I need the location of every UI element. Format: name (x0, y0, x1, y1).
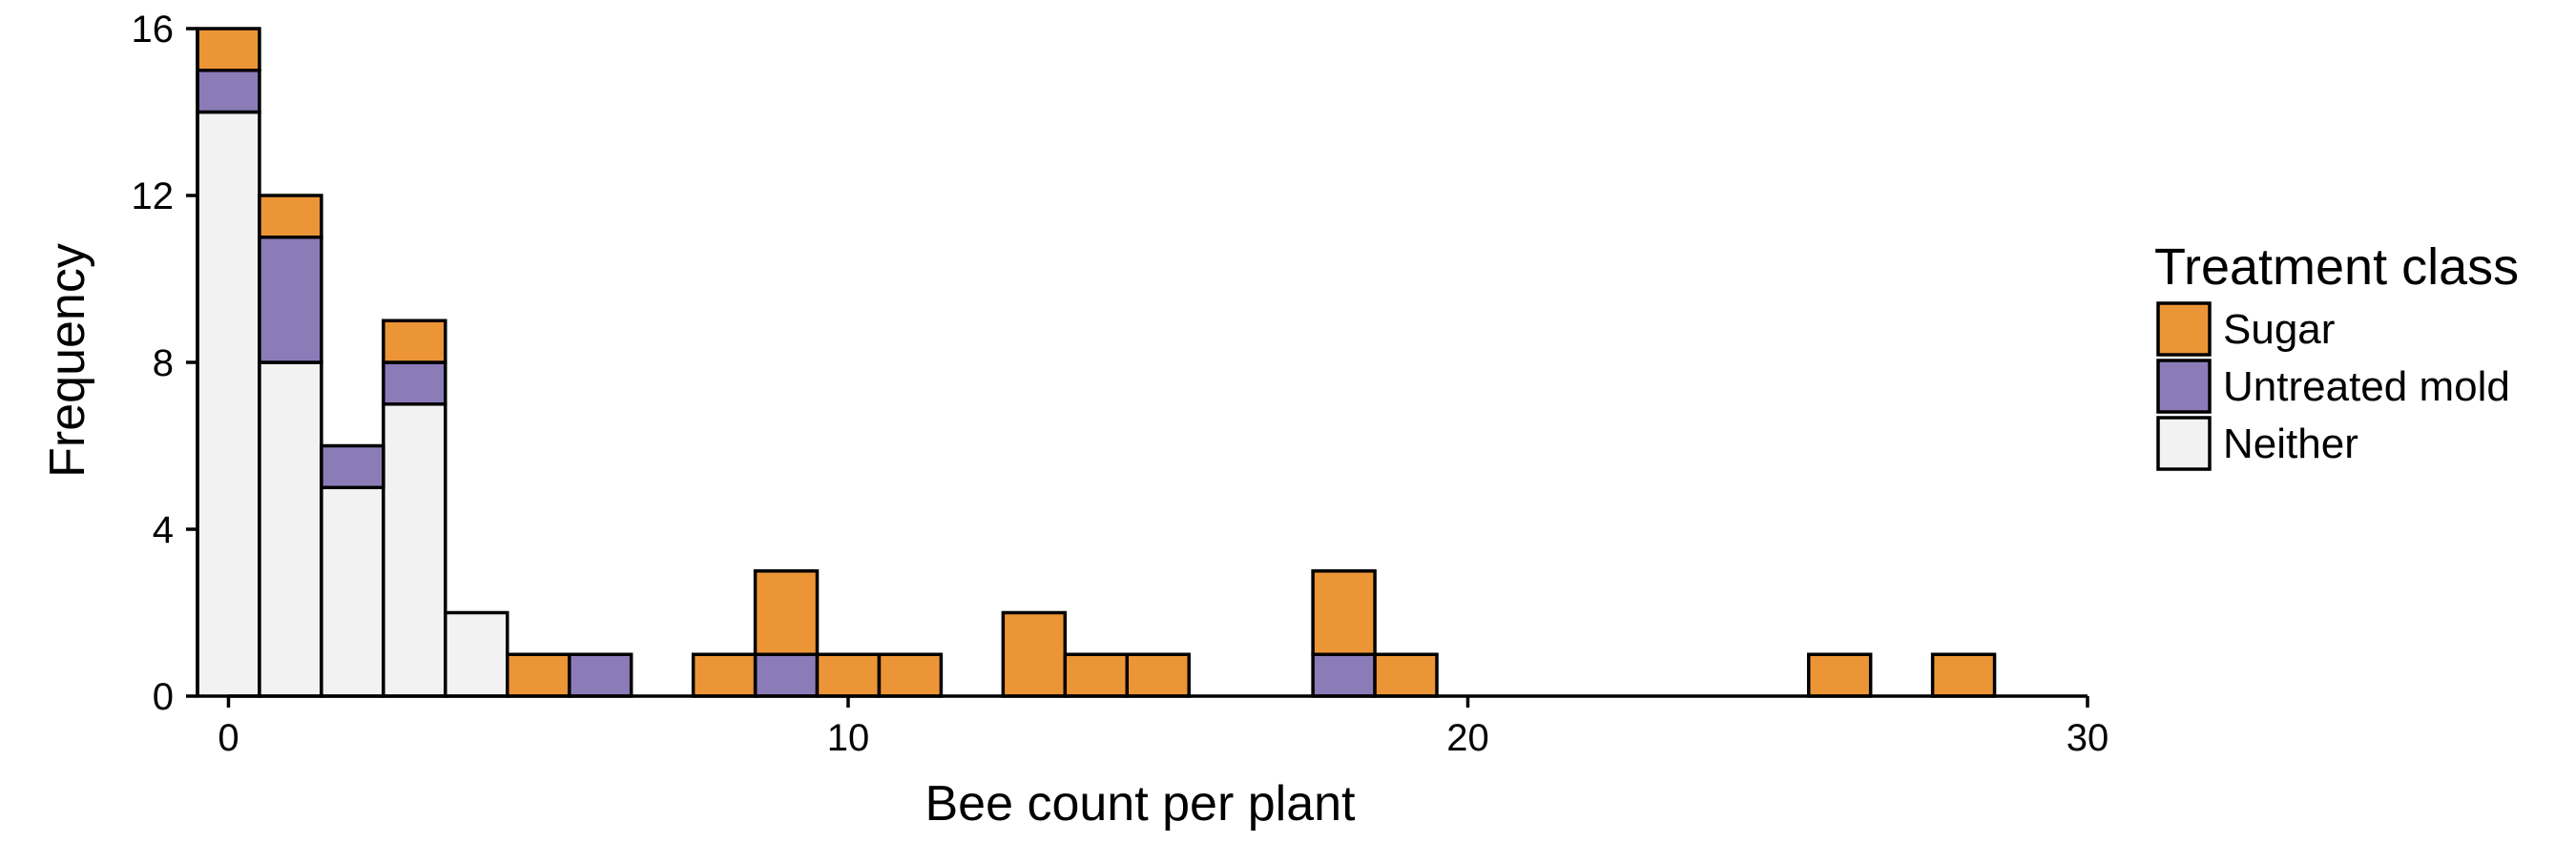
legend-label-neither: Neither (2223, 421, 2358, 467)
bar-untreated-mold-bin-6 (567, 652, 634, 698)
x-tick-label: 0 (218, 717, 239, 759)
bar-sugar-bin-0 (196, 27, 261, 72)
legend-title: Treatment class (2154, 238, 2519, 296)
y-tick-label: 8 (153, 342, 174, 384)
bar-untreated-mold-bin-3 (382, 360, 447, 406)
y-tick-label: 4 (153, 509, 174, 551)
bar-neither-bin-2 (320, 485, 385, 698)
bar-neither-bin-1 (258, 360, 323, 698)
y-tick-label: 12 (132, 175, 175, 217)
bar-sugar-bin-9 (753, 569, 820, 656)
legend: Treatment class Sugar Untreated mold Neith… (2154, 238, 2519, 471)
x-tick-label: 10 (827, 717, 870, 759)
bar-sugar-bin-18 (1311, 569, 1377, 656)
bar-sugar-bin-8 (691, 652, 758, 698)
x-axis-title: Bee count per plant (925, 776, 1357, 832)
bar-neither-bin-0 (196, 110, 261, 698)
bar-neither-bin-3 (382, 402, 447, 698)
bar-untreated-mold-bin-18 (1311, 652, 1377, 698)
bar-sugar-bin-1 (258, 194, 323, 239)
legend-swatch-sugar (2156, 301, 2212, 357)
bar-untreated-mold-bin-9 (753, 652, 820, 698)
bar-sugar-bin-28 (1930, 652, 1997, 698)
x-tick-label: 30 (2067, 717, 2109, 759)
legend-label-sugar: Sugar (2223, 306, 2335, 353)
bar-untreated-mold-bin-2 (320, 443, 385, 489)
y-tick-label: 0 (153, 676, 174, 718)
bar-untreated-mold-bin-0 (196, 69, 261, 114)
bar-sugar-bin-15 (1125, 652, 1191, 698)
bar-sugar-bin-13 (1001, 610, 1068, 698)
bar-sugar-bin-14 (1063, 652, 1130, 698)
legend-label-untreated-mold: Untreated mold (2223, 363, 2510, 410)
bar-untreated-mold-bin-1 (258, 236, 323, 364)
legend-swatch-neither (2156, 416, 2212, 471)
bar-sugar-bin-3 (382, 318, 447, 364)
y-axis-title: Frequency (40, 243, 95, 478)
axes-layer: 0 10 20 30 0 4 8 12 16 (132, 9, 2109, 759)
y-tick-label: 16 (132, 9, 175, 51)
bar-sugar-bin-5 (506, 652, 571, 698)
x-tick-label: 20 (1446, 717, 1489, 759)
bars-layer (196, 27, 1997, 698)
bar-sugar-bin-11 (877, 652, 944, 698)
bar-neither-bin-4 (444, 610, 509, 698)
legend-swatch-untreated-mold (2156, 359, 2212, 414)
bar-sugar-bin-19 (1373, 652, 1439, 698)
bar-sugar-bin-10 (815, 652, 882, 698)
bar-sugar-bin-26 (1806, 652, 1873, 698)
